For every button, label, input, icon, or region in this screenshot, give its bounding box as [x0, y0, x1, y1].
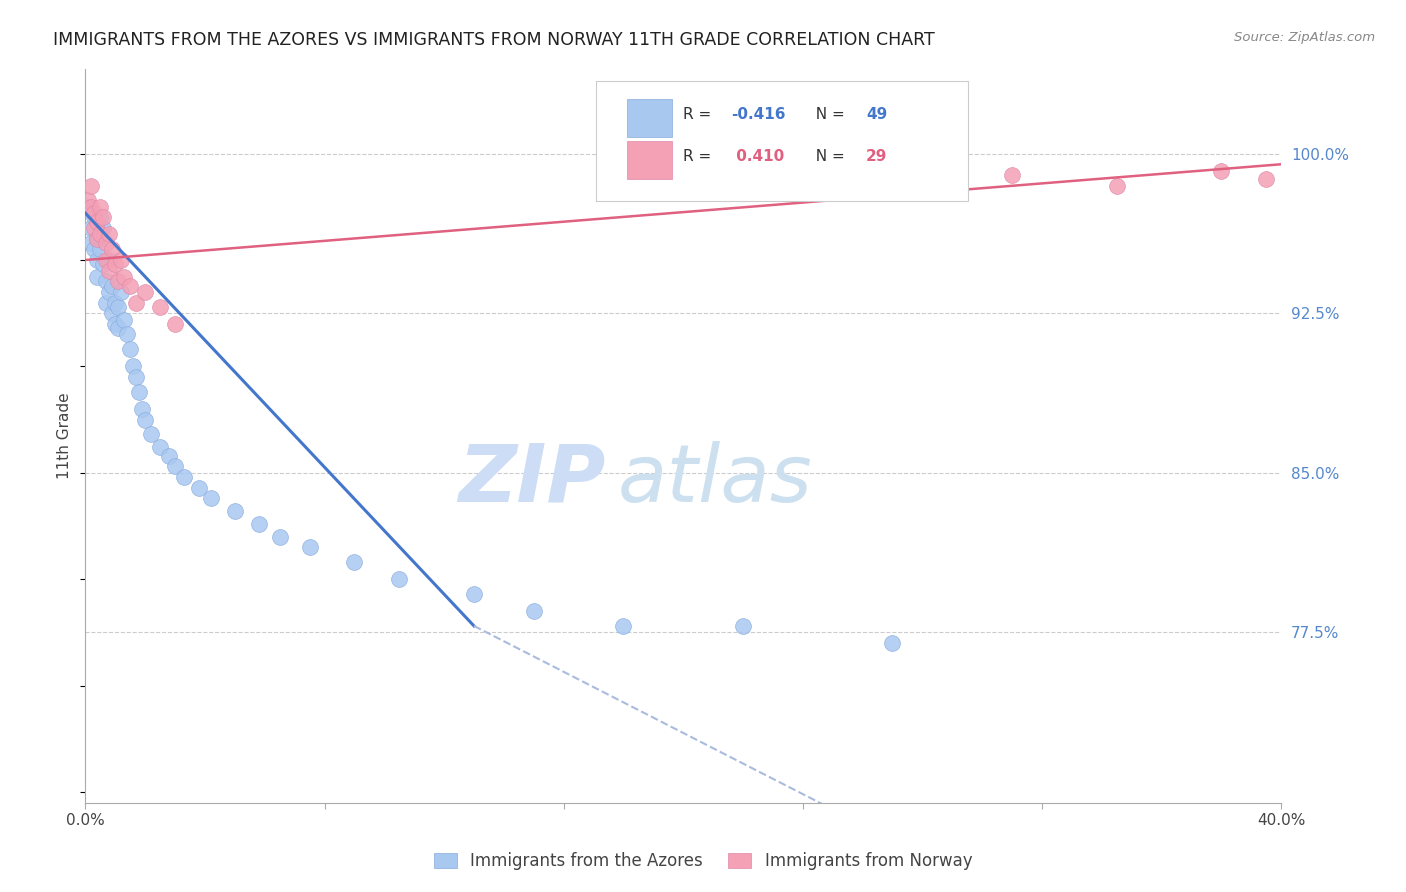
- Point: [96, 252, 118, 267]
- Point: [523, 604, 546, 618]
- Point: [134, 285, 156, 299]
- Point: [247, 516, 270, 531]
- Text: R =: R =: [683, 149, 717, 164]
- Point: [165, 317, 187, 331]
- Text: N =: N =: [807, 106, 851, 121]
- Point: [1001, 168, 1024, 182]
- Point: [1256, 172, 1278, 186]
- Point: [731, 619, 754, 633]
- Point: [112, 270, 135, 285]
- Point: [96, 274, 118, 288]
- Point: [89, 200, 111, 214]
- Text: 0.410: 0.410: [731, 149, 785, 164]
- Point: [91, 257, 114, 271]
- Text: -0.416: -0.416: [731, 106, 786, 121]
- Point: [101, 278, 124, 293]
- Point: [120, 343, 142, 357]
- Point: [269, 530, 291, 544]
- Point: [110, 285, 132, 299]
- Point: [96, 235, 118, 250]
- Text: Source: ZipAtlas.com: Source: ZipAtlas.com: [1234, 31, 1375, 45]
- Point: [104, 317, 127, 331]
- Point: [125, 370, 148, 384]
- Point: [122, 359, 145, 374]
- Point: [224, 504, 246, 518]
- Point: [98, 263, 121, 277]
- Text: 29: 29: [866, 149, 887, 164]
- Point: [941, 151, 963, 165]
- Point: [173, 470, 195, 484]
- Point: [165, 459, 187, 474]
- FancyBboxPatch shape: [596, 81, 967, 202]
- Point: [200, 491, 222, 506]
- Point: [101, 306, 124, 320]
- Text: R =: R =: [683, 106, 717, 121]
- Point: [101, 243, 124, 257]
- Point: [89, 227, 111, 242]
- Point: [83, 243, 105, 257]
- Point: [107, 321, 129, 335]
- Point: [91, 211, 114, 225]
- Point: [89, 243, 111, 257]
- Text: ZIP: ZIP: [458, 441, 606, 518]
- Point: [128, 384, 150, 399]
- Point: [86, 270, 108, 285]
- Point: [98, 252, 121, 267]
- Point: [98, 285, 121, 299]
- Point: [80, 200, 103, 214]
- Point: [80, 178, 103, 193]
- Point: [463, 587, 485, 601]
- Point: [80, 221, 103, 235]
- Point: [83, 221, 105, 235]
- Point: [110, 252, 132, 267]
- Point: [139, 427, 162, 442]
- Point: [188, 481, 211, 495]
- Point: [86, 252, 108, 267]
- Point: [104, 295, 127, 310]
- Point: [104, 257, 127, 271]
- Legend: Immigrants from the Azores, Immigrants from Norway: Immigrants from the Azores, Immigrants f…: [427, 846, 979, 877]
- Point: [388, 572, 411, 586]
- Point: [86, 232, 108, 246]
- Text: N =: N =: [807, 149, 851, 164]
- Point: [107, 274, 129, 288]
- Text: atlas: atlas: [617, 441, 813, 518]
- Bar: [627, 99, 672, 136]
- Point: [1211, 163, 1233, 178]
- Point: [77, 194, 100, 208]
- Point: [149, 440, 172, 454]
- Point: [112, 312, 135, 326]
- Point: [86, 232, 108, 246]
- Point: [98, 227, 121, 242]
- Point: [89, 211, 111, 225]
- Point: [91, 221, 114, 235]
- Point: [120, 278, 142, 293]
- Point: [80, 235, 103, 250]
- Point: [77, 200, 100, 214]
- Point: [882, 636, 904, 650]
- Point: [83, 211, 105, 225]
- Point: [149, 300, 172, 314]
- Point: [96, 295, 118, 310]
- Y-axis label: 11th Grade: 11th Grade: [58, 392, 72, 479]
- Point: [343, 555, 366, 569]
- Point: [115, 327, 138, 342]
- Point: [298, 540, 321, 554]
- Point: [1105, 178, 1128, 193]
- Point: [107, 300, 129, 314]
- Point: [157, 449, 180, 463]
- Point: [86, 215, 108, 229]
- Point: [131, 401, 153, 416]
- Text: IMMIGRANTS FROM THE AZORES VS IMMIGRANTS FROM NORWAY 11TH GRADE CORRELATION CHAR: IMMIGRANTS FROM THE AZORES VS IMMIGRANTS…: [53, 31, 935, 49]
- Point: [125, 295, 148, 310]
- Point: [612, 619, 634, 633]
- Bar: [627, 141, 672, 179]
- Point: [83, 206, 105, 220]
- Point: [134, 412, 156, 426]
- Text: 49: 49: [866, 106, 887, 121]
